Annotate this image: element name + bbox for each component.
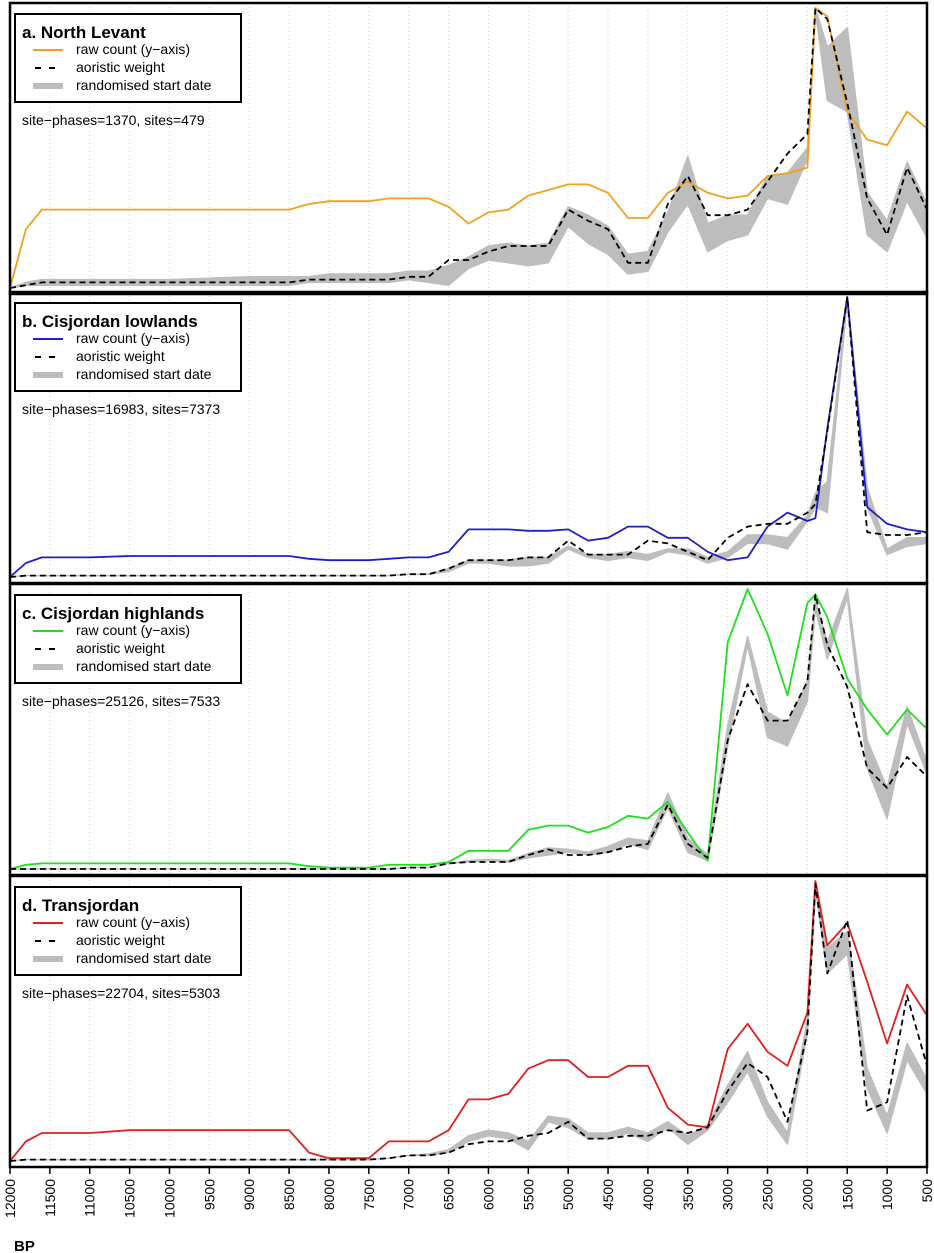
aoristic-weight-line xyxy=(10,7,927,289)
panel-summary: site−phases=16983, sites=7373 xyxy=(22,401,220,417)
legend-label: raw count (y−axis) xyxy=(76,41,190,57)
randomised-start-date-band xyxy=(10,296,927,578)
panel-frame xyxy=(8,1,929,296)
x-tick-label: 8500 xyxy=(281,1179,297,1210)
raw-count-line xyxy=(10,7,927,289)
x-tick-label: 11000 xyxy=(82,1179,98,1217)
raw-count-line xyxy=(10,588,927,870)
panel-summary: site−phases=22704, sites=5303 xyxy=(22,985,220,1001)
x-tick-label: 2500 xyxy=(760,1179,776,1210)
x-tick-label: 6500 xyxy=(441,1179,457,1210)
x-tick-label: 7000 xyxy=(401,1179,417,1210)
panel-title: c. Cisjordan highlands xyxy=(22,604,204,623)
x-tick-label: 4000 xyxy=(640,1179,656,1210)
x-tick-label: 9500 xyxy=(201,1179,217,1210)
x-tick-label: 1000 xyxy=(879,1179,895,1210)
x-tick-label: 4500 xyxy=(600,1179,616,1210)
legend-label: raw count (y−axis) xyxy=(76,330,190,346)
randomised-start-date-band xyxy=(10,880,927,1162)
legend-label: randomised start date xyxy=(76,658,212,674)
x-tick-label: 12000 xyxy=(2,1179,18,1218)
x-tick-label: 5500 xyxy=(520,1179,536,1210)
x-tick-label: 9000 xyxy=(241,1179,257,1210)
raw-count-line xyxy=(10,296,927,578)
panel-summary: site−phases=1370, sites=479 xyxy=(22,112,205,128)
x-tick-label: 1500 xyxy=(839,1179,855,1210)
legend-label: aoristic weight xyxy=(76,932,165,948)
legend-label: raw count (y−axis) xyxy=(76,914,190,930)
panel-title: d. Transjordan xyxy=(22,896,139,915)
x-axis-label: BP xyxy=(14,1238,35,1253)
x-tick-label: 10000 xyxy=(161,1179,177,1218)
legend-label: aoristic weight xyxy=(76,348,165,364)
x-tick-label: 11500 xyxy=(42,1179,58,1217)
raw-count-line xyxy=(10,880,927,1162)
panel-frame xyxy=(8,874,929,1169)
x-tick-label: 3000 xyxy=(720,1179,736,1210)
panel-title: a. North Levant xyxy=(22,23,146,42)
randomised-start-date-band xyxy=(10,588,927,870)
legend-label: randomised start date xyxy=(76,366,212,382)
x-tick-label: 500 xyxy=(919,1179,934,1203)
legend-label: randomised start date xyxy=(76,950,212,966)
x-tick-label: 10500 xyxy=(122,1179,138,1218)
x-tick-label: 8000 xyxy=(321,1179,337,1210)
randomised-start-date-band xyxy=(10,7,927,289)
legend-label: aoristic weight xyxy=(76,59,165,75)
x-tick-label: 7500 xyxy=(361,1179,377,1210)
legend-label: aoristic weight xyxy=(76,640,165,656)
x-tick-label: 2000 xyxy=(799,1179,815,1210)
aoristic-weight-line xyxy=(10,882,927,1162)
x-tick-label: 6000 xyxy=(480,1179,496,1210)
x-tick-label: 5000 xyxy=(560,1179,576,1210)
x-tick-label: 3500 xyxy=(680,1179,696,1210)
aoristic-weight-line xyxy=(10,296,927,578)
aoristic-weight-line xyxy=(10,593,927,870)
x-axis: 12000 11500 11000 10500 10000 9500 9000 8500 800… xyxy=(2,1167,934,1218)
legend-label: randomised start date xyxy=(76,77,212,93)
panel-title: b. Cisjordan lowlands xyxy=(22,312,198,331)
legend-label: raw count (y−axis) xyxy=(76,622,190,638)
panel-summary: site−phases=25126, sites=7533 xyxy=(22,693,220,709)
